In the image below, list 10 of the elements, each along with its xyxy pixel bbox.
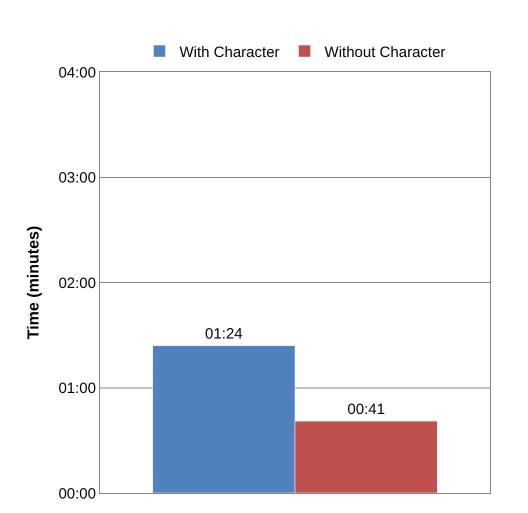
y-axis-title: Time (minutes) — [25, 226, 42, 340]
y-tick-label: 01:00 — [58, 380, 96, 397]
legend-label: With Character — [180, 44, 280, 61]
legend-label: Without Character — [324, 44, 446, 61]
data-label: 00:41 — [347, 401, 385, 418]
y-tick-label: 02:00 — [58, 274, 96, 292]
y-tick-label: 00:00 — [58, 485, 96, 502]
y-tick-label: 04:00 — [58, 64, 96, 82]
data-label: 01:24 — [205, 326, 243, 343]
y-tick-label: 03:00 — [58, 170, 96, 186]
